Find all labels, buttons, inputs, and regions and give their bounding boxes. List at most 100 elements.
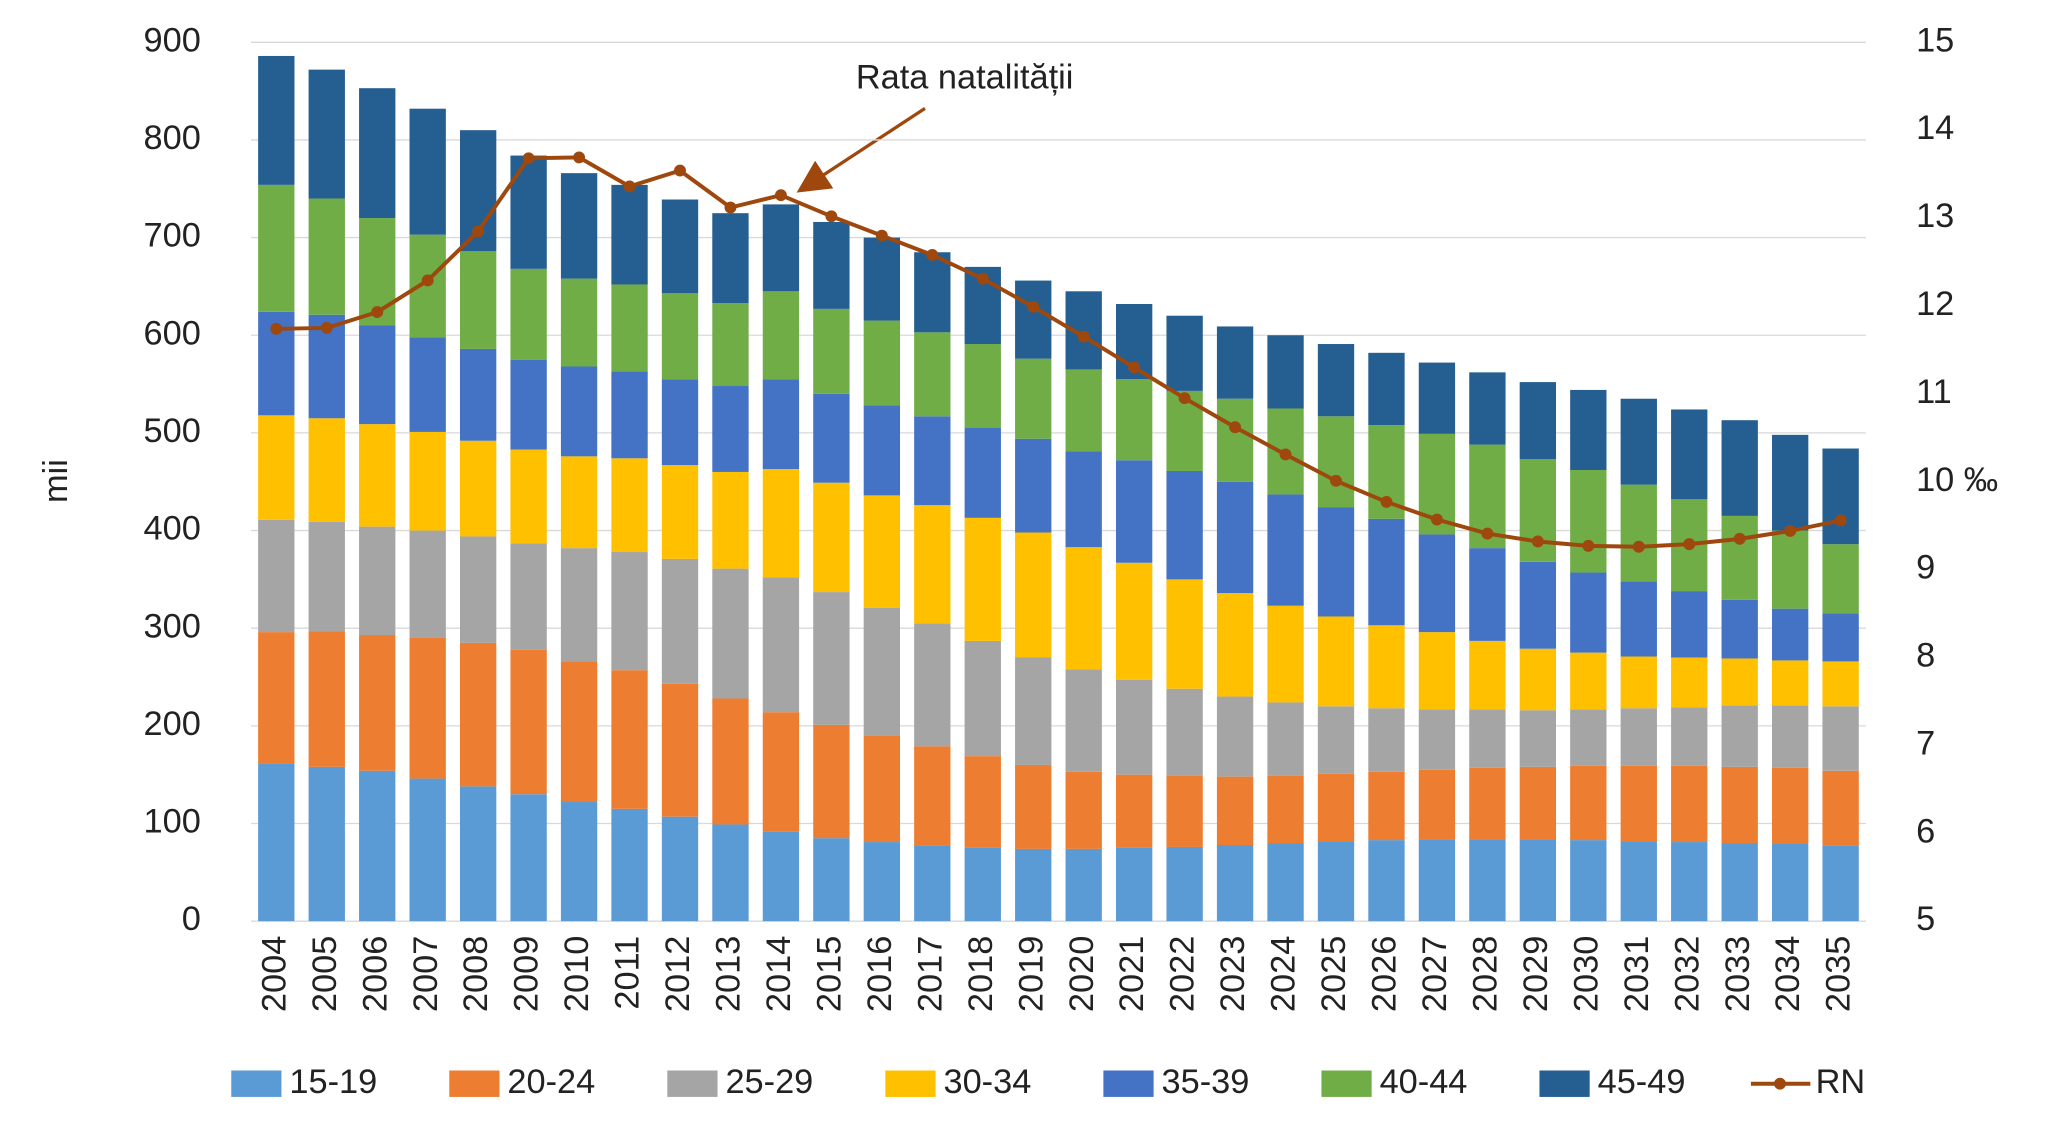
bar-segment <box>1418 534 1456 633</box>
bar-segment <box>1519 648 1557 711</box>
x-tick-label: 2028 <box>1466 936 1504 1012</box>
bar-segment <box>1216 593 1254 697</box>
y2-tick-label: 6 <box>1916 812 1935 850</box>
bar-segment <box>1216 326 1254 399</box>
bar-segment <box>359 424 396 527</box>
bar-segment <box>1065 547 1102 670</box>
y-tick-label: 400 <box>144 510 201 548</box>
bar-segment <box>964 344 1001 429</box>
x-tick-label: 2026 <box>1366 936 1404 1012</box>
bar-segment <box>1771 660 1809 706</box>
bar-segment <box>712 386 749 472</box>
bar-segment <box>459 251 497 349</box>
y-tick-label: 500 <box>144 412 201 450</box>
bar-segment <box>1216 481 1254 594</box>
bar-segment <box>813 393 850 483</box>
x-tick-label: 2013 <box>710 936 748 1012</box>
bar-segment <box>510 649 547 795</box>
bar-segment <box>712 213 749 304</box>
x-tick-label: 2024 <box>1265 936 1303 1012</box>
bar-segment <box>258 55 295 185</box>
bar-segment <box>813 724 850 839</box>
bar-segment <box>1267 605 1304 703</box>
bar-segment <box>661 465 699 559</box>
bar-segment <box>964 640 1001 757</box>
legend-label: 35-39 <box>1162 1063 1250 1101</box>
line-point <box>1430 513 1443 526</box>
bar-segment <box>813 838 850 922</box>
bar-segment <box>1822 544 1859 614</box>
bar-segment <box>1166 688 1203 776</box>
bar-segment <box>1015 280 1052 359</box>
bar-segment <box>1418 769 1456 840</box>
bar-segment <box>762 379 800 470</box>
y-tick-label: 100 <box>144 803 201 841</box>
bar-segment <box>1469 640 1506 710</box>
bar-segment <box>1721 843 1758 922</box>
y-tick-label: 600 <box>144 314 201 352</box>
bar-segment <box>308 198 345 315</box>
bar-segment <box>1115 679 1153 775</box>
bar-segment <box>459 348 497 441</box>
bar-segment <box>1267 843 1304 922</box>
bar-segment <box>359 325 396 425</box>
x-tick-label: 2019 <box>1012 936 1050 1012</box>
bar-segment <box>1015 532 1052 658</box>
bar-segment <box>1216 844 1254 922</box>
bar-segment <box>863 607 901 736</box>
bar-segment <box>1620 398 1657 485</box>
line-point <box>522 152 535 165</box>
legend-label: 25-29 <box>725 1063 813 1101</box>
bar-segment <box>762 204 800 292</box>
line <box>276 155 1842 549</box>
y2-tick-label: 7 <box>1916 724 1935 762</box>
bar-segment <box>1418 362 1456 434</box>
bar-segment <box>1065 848 1102 922</box>
legend-marker <box>1774 1077 1786 1090</box>
x-tick-label: 2029 <box>1517 936 1555 1012</box>
bar-segment <box>510 155 547 269</box>
x-tick-label: 2020 <box>1063 936 1101 1012</box>
bar-segment <box>914 416 951 506</box>
line-point <box>1784 524 1797 537</box>
bar-segment <box>1771 434 1809 531</box>
line-point <box>875 229 888 242</box>
x-tick-label: 2018 <box>962 936 1000 1012</box>
x-tick-label: 2021 <box>1113 936 1151 1012</box>
bar-segment <box>1368 840 1405 922</box>
y2-tick-label: 11 <box>1916 373 1952 411</box>
bar-segment <box>762 577 800 713</box>
bar-segment <box>1721 705 1758 767</box>
bar-segment <box>1771 844 1809 922</box>
bar-segment <box>1166 470 1203 580</box>
line-point <box>1834 514 1847 527</box>
bar-segment <box>964 517 1001 641</box>
x-tick-label: 2012 <box>659 936 697 1012</box>
bar-segment <box>1570 652 1607 710</box>
bar-segment <box>1065 369 1102 452</box>
line-point <box>1178 392 1191 405</box>
y2-tick-label: 15 <box>1916 21 1954 59</box>
bar-segment <box>258 415 295 520</box>
bar-segment <box>611 552 648 671</box>
bar-segment <box>1771 530 1809 609</box>
bar-segment <box>1570 765 1607 841</box>
line-point <box>623 180 636 193</box>
legend-label: 45-49 <box>1598 1063 1686 1101</box>
bar-segment <box>1317 706 1355 774</box>
bar-segment <box>1519 561 1557 649</box>
bar-segment <box>1166 579 1203 689</box>
x-tick-label: 2004 <box>255 936 293 1012</box>
bar-segment <box>1519 382 1557 460</box>
line-point <box>573 151 586 164</box>
x-tick-label: 2027 <box>1416 936 1454 1012</box>
legend-marker <box>449 1070 500 1097</box>
bar-segment <box>964 847 1001 922</box>
line-point <box>774 189 787 202</box>
y2-tick-label: 13 <box>1916 197 1954 235</box>
line-point <box>1229 421 1242 434</box>
bar-segment <box>712 303 749 387</box>
bar-segment <box>1368 708 1405 772</box>
x-tick-label: 2008 <box>457 936 495 1012</box>
line-point <box>1632 540 1645 553</box>
